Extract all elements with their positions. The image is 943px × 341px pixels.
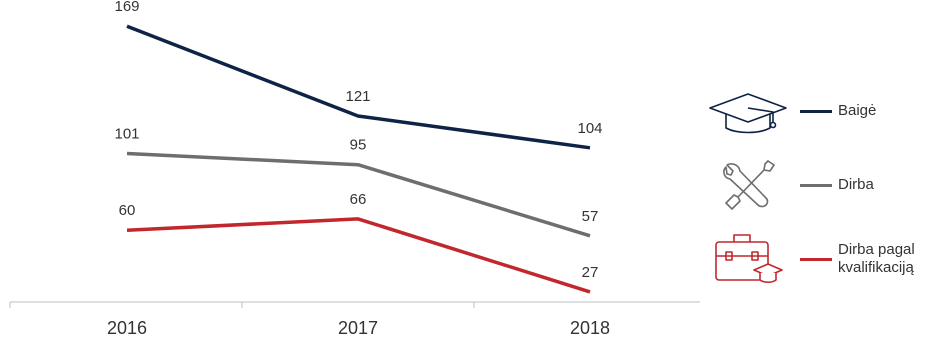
data-label: 60: [119, 202, 136, 219]
data-label: 104: [577, 120, 602, 137]
legend-item-dirba-pagal-kvalifikacija: Dirba pagal kvalifikaciją: [700, 226, 915, 292]
x-axis: 2016 2017 2018: [9, 301, 700, 338]
legend-swatch-dirba-pagal-kvalifikacija: [800, 257, 832, 261]
briefcase-graduation-icon: [700, 226, 796, 292]
legend: Baigė Dirba Dirba pagal kvalif: [700, 0, 943, 341]
legend-swatch-baige: [800, 109, 832, 113]
graduation-cap-icon: [700, 78, 796, 144]
data-label: 169: [114, 0, 139, 15]
legend-label-dirba-pagal-kvalifikacija: Dirba pagal kvalifikaciją: [838, 241, 915, 276]
series-line-3: [126, 217, 591, 294]
legend-label-baige: Baigė: [838, 102, 877, 119]
x-tick-label: 2016: [107, 318, 147, 338]
data-labels: 169 121 104 101 95 57 60 66 27: [114, 0, 602, 281]
line-chart: 2016 2017 2018 169 121 104 101 95 57 60 66 27: [9, 0, 700, 338]
data-label: 95: [350, 137, 367, 154]
x-tick-label: 2018: [570, 318, 610, 338]
series-layer: [126, 24, 591, 294]
data-label: 66: [350, 191, 367, 208]
data-label: 57: [582, 208, 599, 225]
x-tick-label: 2017: [338, 318, 378, 338]
legend-label-dirba: Dirba: [838, 176, 874, 193]
data-label: 121: [345, 88, 370, 105]
series-line-1: [126, 24, 591, 150]
data-label: 27: [582, 264, 599, 281]
data-label: 101: [114, 126, 139, 143]
legend-item-dirba: Dirba: [700, 152, 874, 218]
wrench-screwdriver-icon: [700, 152, 796, 218]
legend-item-baige: Baigė: [700, 78, 876, 144]
legend-swatch-dirba: [800, 183, 832, 187]
